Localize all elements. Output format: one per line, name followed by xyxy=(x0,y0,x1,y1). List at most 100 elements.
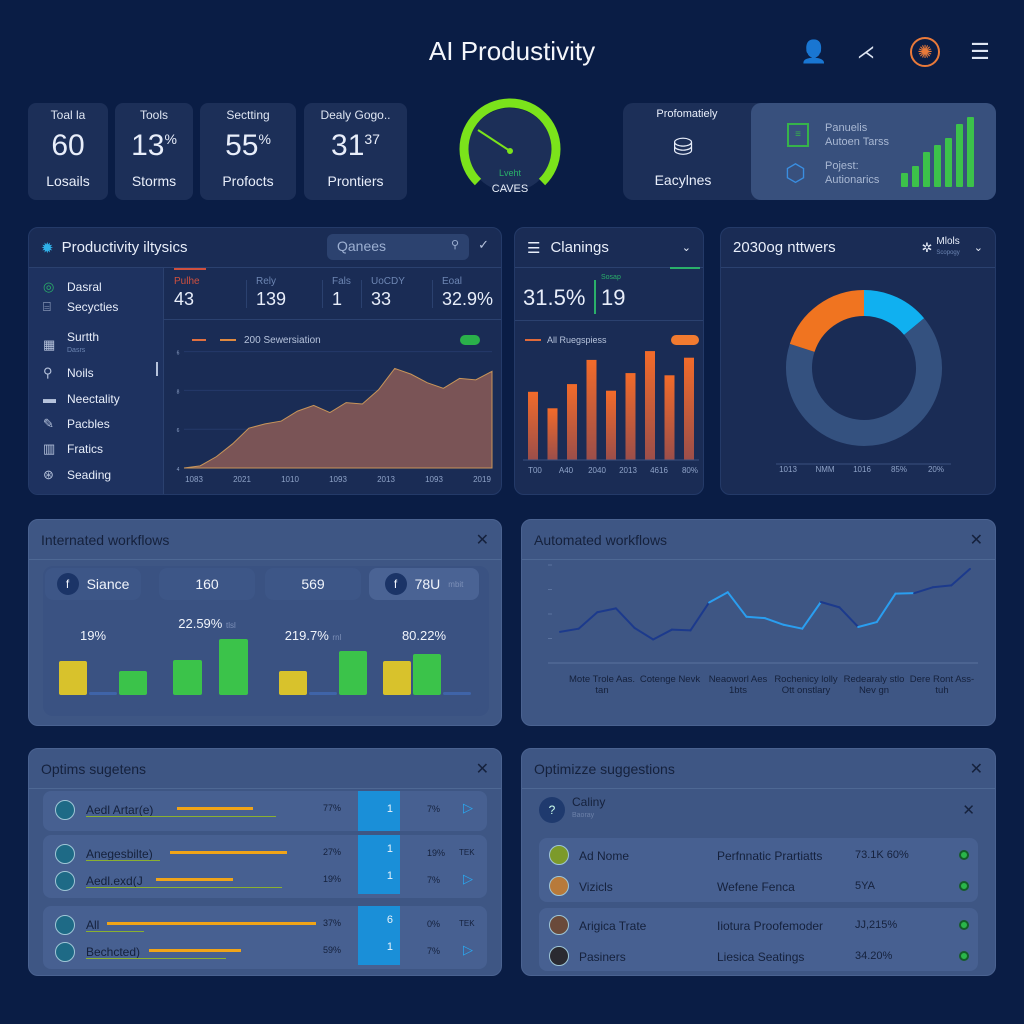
globe-icon: ⊛ xyxy=(43,467,54,482)
x-tick-label: 2040 xyxy=(588,466,606,475)
count-badge[interactable]: 1 xyxy=(358,791,400,831)
sidebar-item[interactable]: ✎ Pacbles xyxy=(29,415,110,433)
chevron-down-icon[interactable]: ⌄ xyxy=(973,242,983,254)
line-segment xyxy=(726,591,748,618)
stat-title: Dealy Gogo.. xyxy=(320,108,391,122)
close-icon[interactable]: ✕ xyxy=(962,802,975,819)
play-icon[interactable]: ▷ xyxy=(463,871,473,886)
count-badge[interactable]: 1 xyxy=(358,835,400,867)
stat-number: 43 xyxy=(174,289,195,309)
workflow-card[interactable]: f 78U mbit 80.22% xyxy=(369,568,479,713)
sidebar-item[interactable]: ⊛ Seading xyxy=(29,466,111,484)
sidebar-item[interactable]: ⌸ Secycties xyxy=(29,298,118,316)
line-segment xyxy=(652,628,673,641)
toggle-switch xyxy=(671,335,699,345)
count-badge[interactable]: 1 xyxy=(358,933,400,965)
suggestion-row[interactable]: Aedl Artar(e) 77% 1 7% ▷ xyxy=(43,791,487,831)
networks-menu-label[interactable]: Mlols xyxy=(936,236,960,247)
suggestion-row[interactable]: All 37% 6 0% TEK xyxy=(43,906,487,939)
suggestion-row[interactable]: Bechcted) 59% 1 7% ▷ xyxy=(43,933,487,966)
suggestion-row[interactable]: Anegesbilte) 27% 1 19% TEK xyxy=(43,835,487,868)
suggestion-pct2: 7% xyxy=(427,804,441,814)
sidebar-item[interactable]: ▥ Fratics xyxy=(29,440,103,458)
gauge: Lveht CAVES xyxy=(459,98,561,195)
line-segment xyxy=(708,591,729,604)
x-tick-label: Rochenicy lolly Ott onstlary xyxy=(774,674,838,696)
stat-card[interactable]: Toal la 60 Losails xyxy=(28,103,108,200)
donut-chart: 1013 NMM 1016 85% 20% xyxy=(776,290,951,474)
suggestion-value: 5YA xyxy=(855,880,875,892)
workflow-head: 569 xyxy=(301,576,325,592)
close-icon[interactable]: ✕ xyxy=(969,531,983,549)
panel-title: Optimizze suggestions xyxy=(534,760,675,777)
y-tick-label: 8 xyxy=(177,389,180,395)
suggestion-group: Aedl Artar(e) 77% 1 7% ▷ xyxy=(43,791,487,831)
promo2-line2a: Pojest: xyxy=(825,160,859,172)
x-tick-label: 1016 xyxy=(853,465,871,474)
suggestion-row[interactable]: Arigica Trate Iiotura Proofemoder JJ,215… xyxy=(539,910,978,941)
search-input[interactable]: Qanees ⚲ xyxy=(327,234,469,260)
promo-bar xyxy=(956,124,963,187)
play-icon[interactable]: ▷ xyxy=(463,942,473,957)
x-tick-label: 80% xyxy=(682,466,698,475)
chevron-down-icon[interactable]: ⌄ xyxy=(681,242,691,254)
stat-card[interactable]: Tools 13% Storms xyxy=(115,103,193,200)
automated-workflows-panel: Automated workflows ✕ Mote Trole Aas. tan… xyxy=(521,519,996,726)
area-chart: 4 6 8 6 200 Sewersiation 1083 2021 1010 1093 2013… xyxy=(177,335,493,484)
scrollbar[interactable] xyxy=(156,362,158,376)
stat-key: Fals xyxy=(332,276,351,287)
stat-sup: % xyxy=(258,131,271,147)
panel-title: 2030og nttwers xyxy=(733,239,836,256)
menu-icon[interactable]: ☰ xyxy=(970,39,990,64)
search-icon: ⚲ xyxy=(450,239,459,251)
check-icon[interactable]: ✓ xyxy=(478,237,489,252)
bar xyxy=(586,359,597,460)
count-badge[interactable]: 1 xyxy=(358,862,400,894)
x-tick-label: 20% xyxy=(928,465,944,474)
close-icon[interactable]: ✕ xyxy=(475,760,489,778)
suggestion-row[interactable]: Vizicls Wefene Fenca 5YA xyxy=(539,871,978,902)
suggestion-name: Aedl Artar(e) xyxy=(86,803,154,817)
play-icon[interactable]: ▷ xyxy=(463,800,473,815)
sub-subtitle: Baoray xyxy=(572,812,595,819)
stat-value: 60 xyxy=(51,129,85,162)
globe-icon[interactable]: ✺ xyxy=(910,37,940,67)
workflow-card[interactable]: f Siance 19% xyxy=(45,568,147,713)
y-tick-label: 4 xyxy=(177,467,180,473)
clanings-big-value: 31.5% xyxy=(523,285,586,310)
x-tick-label: Mote Trole Aas. tan xyxy=(569,674,636,696)
panel-title: Clanings xyxy=(550,239,609,256)
sidebar-item[interactable]: ◎ Dasral xyxy=(29,278,102,296)
workflow-bar xyxy=(413,654,441,695)
line-chart xyxy=(548,564,978,664)
gauge-arc xyxy=(459,98,561,186)
count-value: 6 xyxy=(386,914,393,926)
user-icon[interactable]: 👤 xyxy=(800,39,828,64)
sidebar-item-label: Pacbles xyxy=(67,417,110,431)
stat-card[interactable]: Dealy Gogo.. 3137 Prontiers xyxy=(304,103,407,200)
sidebar-item-sub: Dasrs xyxy=(67,347,86,354)
x-tick-label: 1083 xyxy=(185,475,203,484)
share-icon[interactable]: ⋌ xyxy=(857,41,875,62)
stat-card[interactable]: Sectting 55% Profocts xyxy=(200,103,296,200)
sidebar: ◎ Dasral ⌸ Secycties ▦ Surtth Dasrs ⚲ Noils ▬ Neec… xyxy=(29,268,164,494)
close-icon[interactable]: ✕ xyxy=(475,531,489,549)
workflow-card[interactable]: 160 22.59% tlsl xyxy=(159,568,255,713)
count-badge[interactable]: 6 xyxy=(358,906,400,938)
sidebar-item[interactable]: ▬ Neectality xyxy=(29,390,120,408)
suggestion-row[interactable]: Aedl.exd(J 19% 1 7% ▷ xyxy=(43,862,487,895)
x-tick-label: 4616 xyxy=(650,466,668,475)
suggestion-row[interactable]: Pasiners Liesica Seatings 34.20% xyxy=(539,941,978,972)
suggestion-desc: Wefene Fenca xyxy=(717,880,795,894)
sidebar-item-label: Neectality xyxy=(67,392,120,406)
progress-bar-primary xyxy=(177,807,254,810)
workflow-card[interactable]: 569 219.7% rnl xyxy=(265,568,367,713)
avatar xyxy=(55,800,75,820)
progress-bar-secondary xyxy=(86,958,226,959)
sidebar-item[interactable]: ▦ Surtth Dasrs xyxy=(29,331,99,356)
suggestion-row[interactable]: Ad Nome Perfnnatic Prartiatts 73.1K 60% xyxy=(539,840,978,871)
line-segment xyxy=(596,607,617,614)
workflow-pct: 19% xyxy=(79,628,107,643)
close-icon[interactable]: ✕ xyxy=(969,760,983,778)
sidebar-item[interactable]: ⚲ Noils xyxy=(29,364,94,382)
